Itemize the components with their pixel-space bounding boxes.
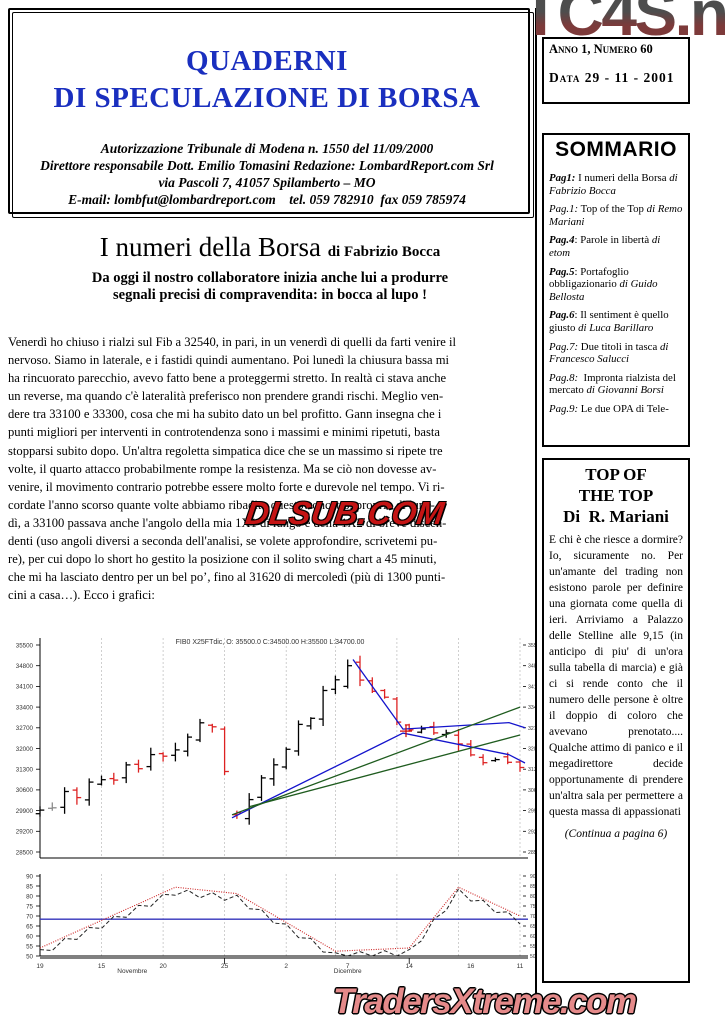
svg-text:34800: 34800 [528,664,535,670]
svg-text:11: 11 [517,963,524,970]
svg-text:30600: 30600 [16,787,34,794]
svg-text:14: 14 [406,963,414,970]
svg-text:55: 55 [530,944,535,950]
svg-text:85: 85 [530,884,535,890]
svg-text:50: 50 [530,954,535,960]
svg-text:55: 55 [26,943,33,950]
svg-text:25: 25 [221,963,229,970]
svg-text:15: 15 [98,963,106,970]
svg-text:16: 16 [467,963,475,970]
svg-text:30600: 30600 [528,788,535,794]
svg-text:90: 90 [26,873,33,880]
svg-text:2: 2 [284,963,288,970]
svg-text:31300: 31300 [16,767,34,774]
svg-text:75: 75 [530,904,535,910]
svg-text:33400: 33400 [528,705,535,711]
svg-text:90: 90 [530,874,535,880]
svg-text:35500: 35500 [528,643,535,649]
svg-text:19: 19 [36,963,44,970]
svg-text:65: 65 [26,923,33,930]
svg-text:50: 50 [26,953,33,960]
svg-text:29900: 29900 [528,809,535,815]
svg-text:32000: 32000 [528,747,535,753]
svg-text:29200: 29200 [16,829,34,836]
svg-text:20: 20 [159,963,167,970]
svg-text:29200: 29200 [528,829,535,835]
svg-text:FIB0 X25FTdic, O: 35500.0 C:34: FIB0 X25FTdic, O: 35500.0 C:34500.00 H:3… [176,639,365,646]
svg-text:80: 80 [530,894,535,900]
svg-text:60: 60 [530,934,535,940]
svg-text:60: 60 [26,933,33,940]
svg-text:31300: 31300 [528,767,535,773]
svg-text:33400: 33400 [16,704,34,711]
svg-text:34100: 34100 [528,684,535,690]
svg-text:34800: 34800 [16,663,34,670]
svg-text:32000: 32000 [16,746,34,753]
svg-text:28500: 28500 [16,849,34,856]
svg-text:Novembre: Novembre [117,968,147,975]
svg-text:65: 65 [530,924,535,930]
svg-text:35500: 35500 [16,642,34,649]
svg-text:34100: 34100 [16,684,34,691]
svg-text:70: 70 [530,914,535,920]
svg-text:32700: 32700 [528,726,535,732]
svg-text:75: 75 [26,903,33,910]
svg-text:80: 80 [26,893,33,900]
svg-text:29900: 29900 [16,808,34,815]
svg-text:70: 70 [26,913,33,920]
svg-text:7: 7 [346,963,350,970]
svg-text:85: 85 [26,883,33,890]
svg-text:28500: 28500 [528,850,535,856]
svg-text:32700: 32700 [16,725,34,732]
